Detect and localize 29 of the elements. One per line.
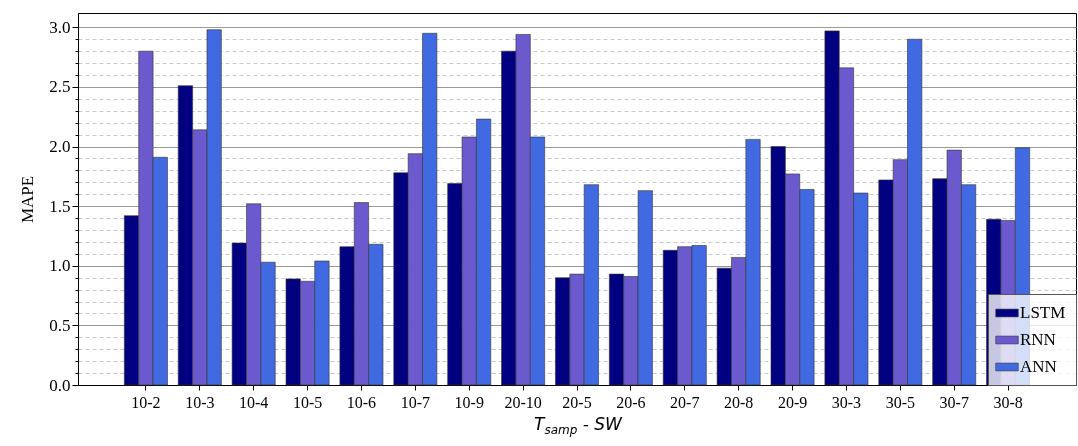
x-tick-label: 30-7 bbox=[939, 393, 969, 411]
x-tick-label: 30-8 bbox=[993, 393, 1023, 411]
y-tick-label: 2.0 bbox=[49, 137, 71, 157]
x-tick-label: 20-7 bbox=[670, 393, 700, 411]
x-tick-label: 10-6 bbox=[346, 393, 377, 411]
x-tick-label: 10-3 bbox=[185, 393, 215, 411]
legend-label: RNN bbox=[1020, 330, 1056, 349]
x-tick-label: 10-2 bbox=[131, 393, 161, 411]
legend-label: ANN bbox=[1020, 357, 1057, 376]
x-tick-label: 30-5 bbox=[885, 393, 915, 411]
y-tick-label: 0.0 bbox=[49, 375, 71, 395]
x-tick-label: 10-7 bbox=[400, 393, 430, 411]
x-tick-label: 20-9 bbox=[777, 393, 808, 411]
x-tick-label: 10-4 bbox=[239, 393, 269, 411]
y-axis-title: MAPE bbox=[18, 175, 38, 224]
x-tick-label: 10-5 bbox=[292, 393, 323, 411]
x-tick-label: 10-9 bbox=[454, 393, 484, 411]
y-tick-label: 1.5 bbox=[49, 196, 71, 216]
x-tick-label: 20-5 bbox=[562, 393, 592, 411]
x-axis-title: T$_{samp}$ - SW bbox=[533, 414, 623, 438]
y-tick-label: 0.5 bbox=[49, 315, 71, 335]
x-tick-label: 30-3 bbox=[831, 393, 862, 411]
y-tick-label: 2.5 bbox=[49, 77, 71, 97]
x-tick-label: 20-8 bbox=[724, 393, 754, 411]
x-tick-label: 20-6 bbox=[616, 393, 646, 411]
y-tick-label: 3.0 bbox=[49, 17, 71, 37]
x-tick-label: 20-10 bbox=[504, 393, 542, 411]
legend-label: LSTM bbox=[1020, 303, 1066, 322]
y-tick-label: 1.0 bbox=[49, 256, 71, 276]
